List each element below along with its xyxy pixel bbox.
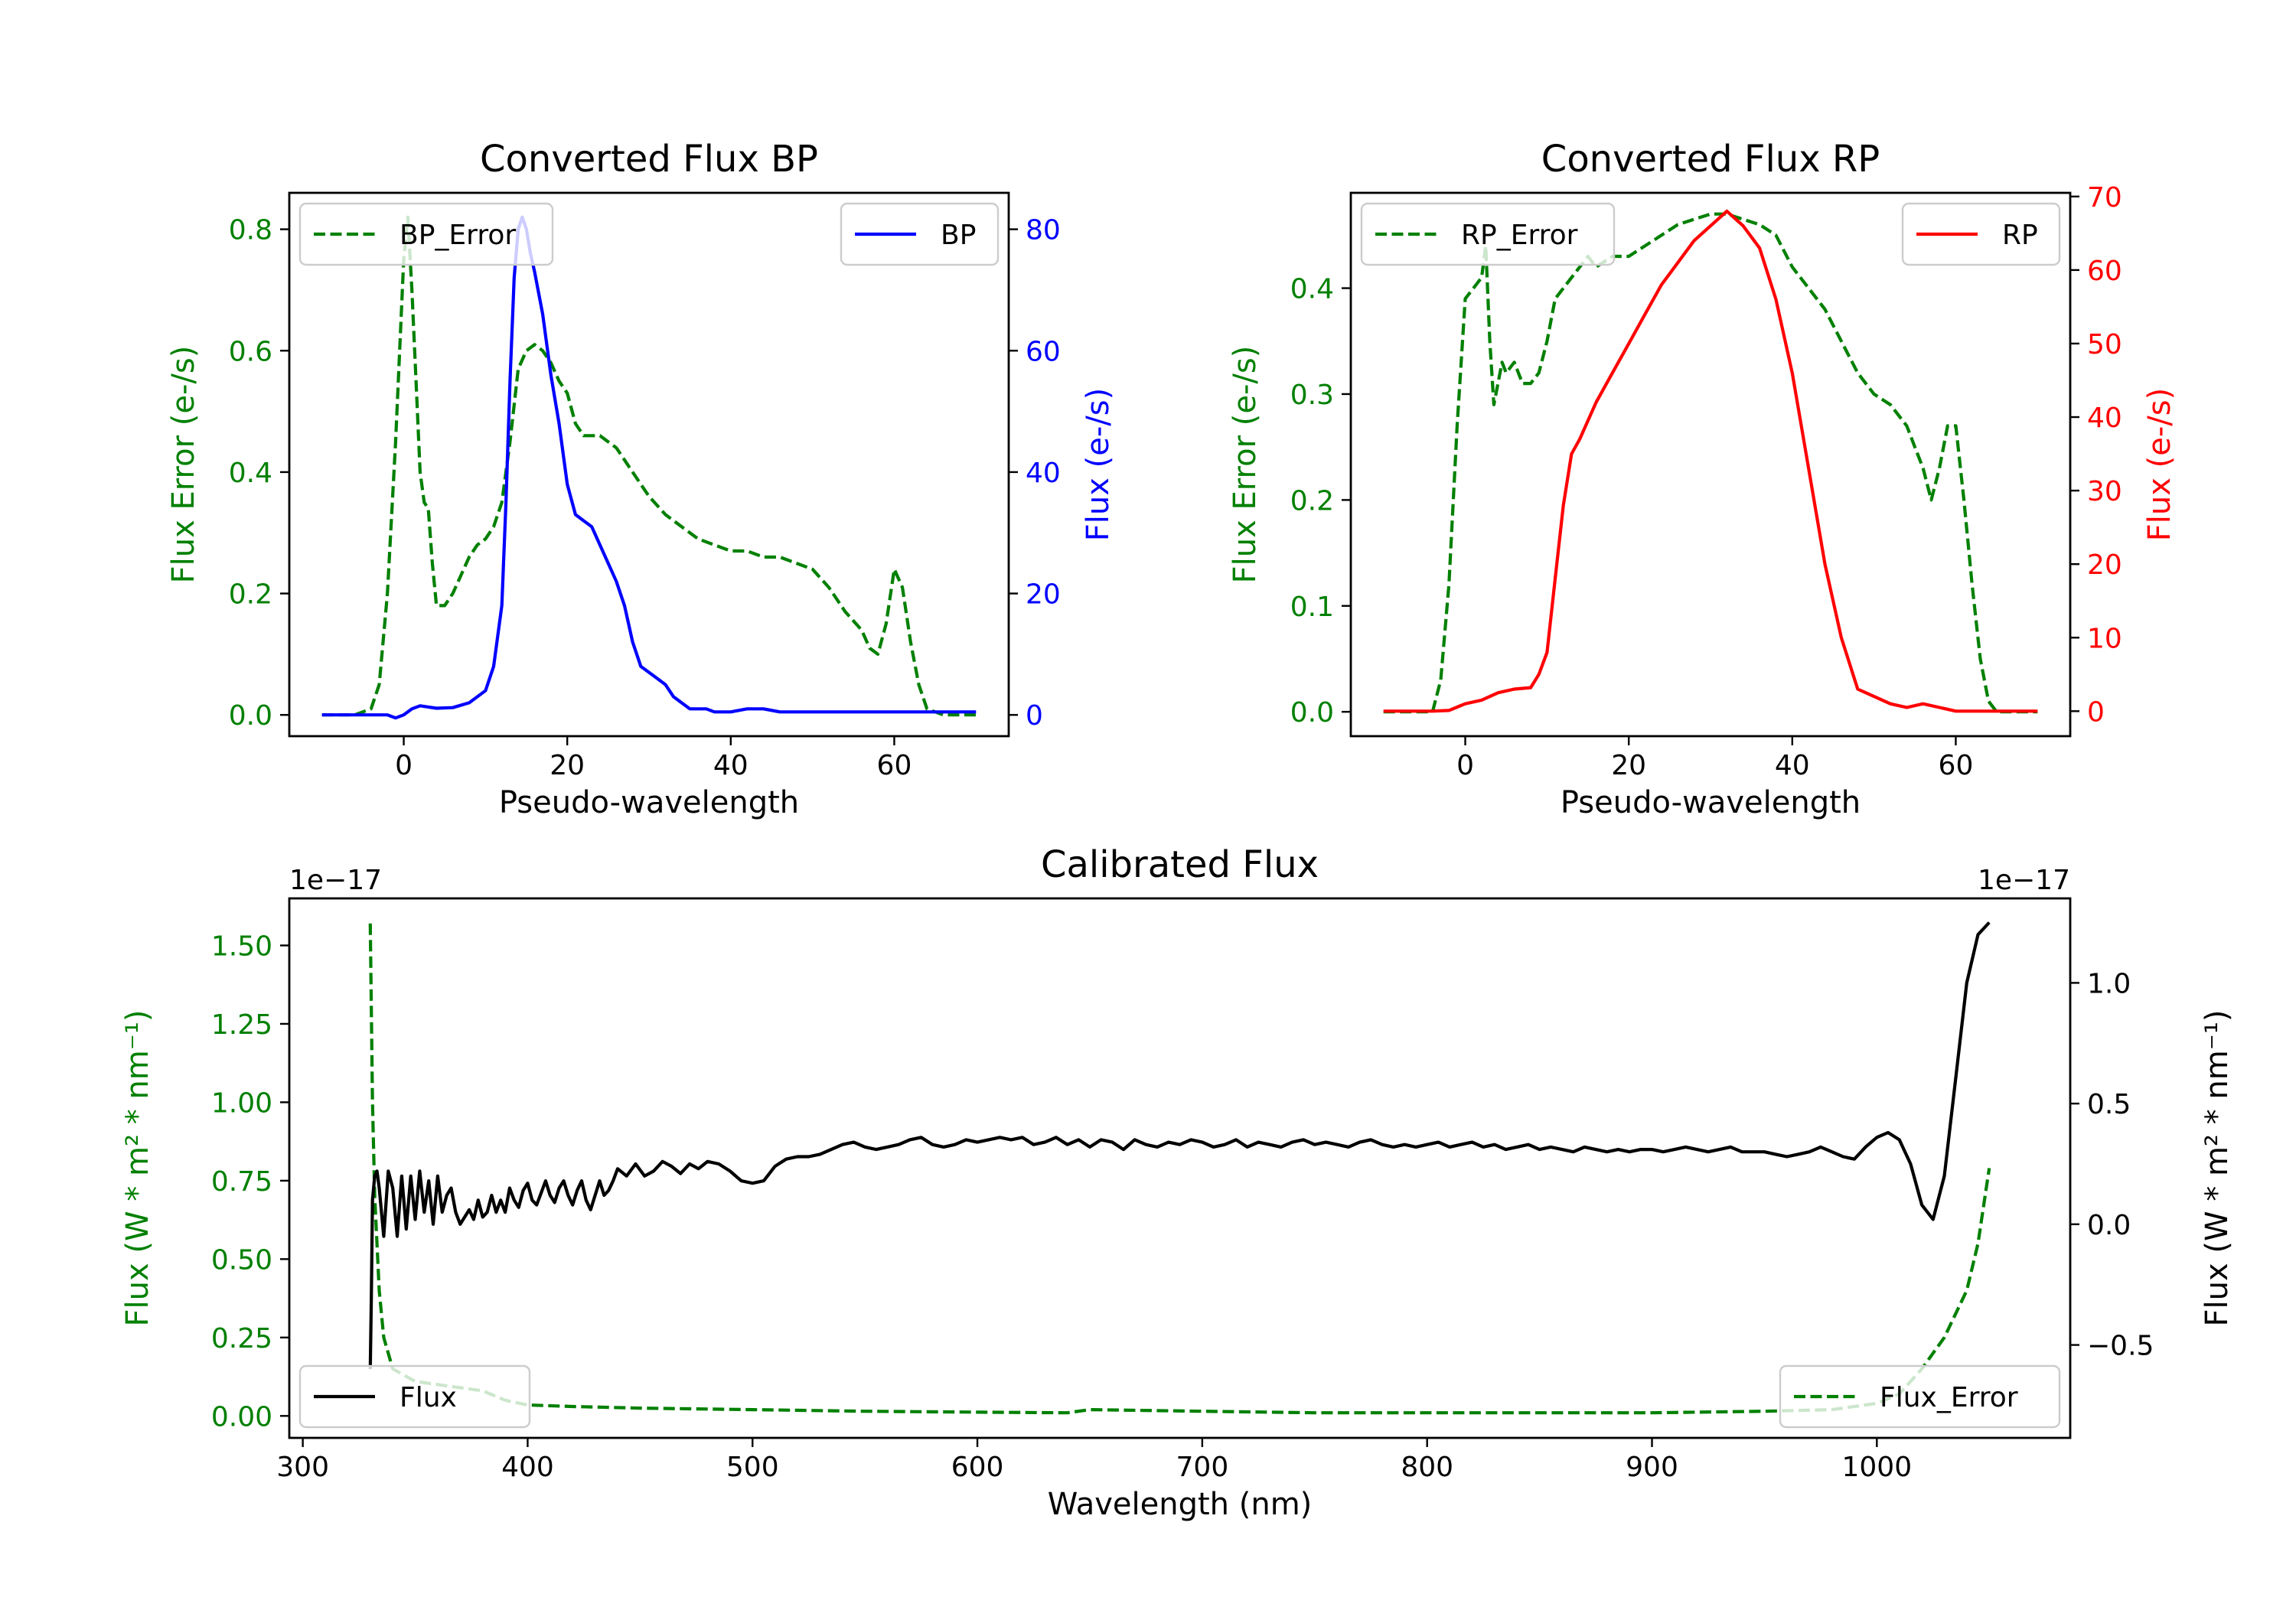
x-axis-label: Pseudo-wavelength [499,785,799,820]
legend-left: Flux [298,1364,531,1429]
legend-box [298,202,554,266]
y-right-tick-label: 20 [1026,579,1061,611]
axes-frame [1349,191,2072,738]
x-tick-label: 0 [1456,750,1474,781]
x-tick-label: 60 [877,750,912,781]
y-left-tick-label: 0.25 [211,1323,272,1354]
series-line-flux-error [368,923,1991,1415]
y-left-tick-label: 0.2 [229,579,272,611]
y-right-tick-label: 0.0 [2087,1210,2131,1241]
legend-label: BP [941,220,976,251]
series-line-bp-error [321,215,977,717]
series-line-bp [321,215,977,720]
legend-right: Flux_Error [1779,1364,2061,1429]
x-axis-label: Pseudo-wavelength [1561,785,1861,820]
y-right-tick-label: 50 [2087,329,2122,360]
x-tick-label: 300 [276,1452,329,1483]
y-right-tick-label: 60 [1026,336,1061,367]
series-line-rp [1383,209,2038,713]
y-left-tick-label: 0.0 [229,700,272,732]
legend-box [298,1364,531,1429]
chart-title: Converted Flux RP [1541,138,1880,181]
y-left-tick-label: 0.8 [229,215,272,246]
y-left-tick-label: 0.50 [211,1244,272,1276]
y-right-tick-label: 20 [2087,549,2122,581]
y-left-tick-label: 1.25 [211,1009,272,1041]
y-right-tick-label: 0 [1026,700,1043,732]
x-tick-label: 1000 [1842,1452,1913,1483]
y-left-tick-label: 0.1 [1290,592,1334,623]
chart-title: Converted Flux BP [480,138,818,181]
legend-box [840,202,1000,266]
legend-label: BP_Error [400,220,516,251]
y-left-axis-label: Flux (W * m² * nm⁻¹) [120,1010,155,1327]
legend-right: BP [840,202,1000,266]
y-left-tick-label: 0.6 [229,336,272,367]
y-left-tick-label: 0.2 [1290,485,1334,517]
legend-label: RP [2002,220,2038,251]
y-left-tick-label: 1.00 [211,1087,272,1119]
x-tick-label: 40 [713,750,748,781]
legend-left: RP_Error [1360,202,1616,266]
chart-cal: 300 400 500 600 700 800 900 1000 0.00 0.25 0.50 0.7… [120,843,2235,1522]
x-tick-label: 40 [1775,750,1810,781]
chart-rp: 0 20 40 60 0.0 0.1 0.2 0.3 0.4 0 10 20 30 40 50 60 70 Con… [1228,138,2177,820]
legend-label: Flux [400,1382,457,1413]
x-tick-label: 900 [1626,1452,1678,1483]
legend-left: BP_Error [298,202,554,266]
x-tick-label: 60 [1939,750,1974,781]
legend-right: RP [1901,202,2061,266]
axes-frame [288,897,2072,1439]
legend-box [1901,202,2061,266]
x-tick-label: 600 [951,1452,1004,1483]
chart-bp: 0 20 40 60 0.0 0.2 0.4 0.6 0.8 0 20 40 60 80 Converted… [166,138,1116,820]
y-right-tick-label: 70 [2087,182,2122,214]
legend-box [1360,202,1616,266]
y-right-tick-label: 80 [1026,215,1061,246]
x-tick-label: 700 [1176,1452,1229,1483]
y-right-offset-text: 1e−17 [1978,865,2070,896]
y-right-tick-label: 30 [2087,476,2122,507]
y-right-axis-label: Flux (e-/s) [1081,388,1116,541]
y-left-axis-label: Flux Error (e-/s) [166,346,201,584]
y-left-tick-label: 0.3 [1290,380,1334,411]
y-right-tick-label: 10 [2087,623,2122,654]
legend-label: Flux_Error [1880,1382,2018,1413]
y-left-tick-label: 1.50 [211,931,272,962]
series-line-rp-error [1383,212,2038,714]
y-right-tick-label: 0.5 [2087,1089,2131,1120]
y-right-tick-label: 40 [1026,458,1061,489]
y-left-tick-label: 0.75 [211,1166,272,1198]
y-left-tick-label: 0.4 [229,458,272,489]
series-line-flux [368,921,1991,1370]
y-right-tick-label: −0.5 [2087,1331,2154,1362]
y-left-tick-label: 0.4 [1290,274,1334,305]
series-group [321,215,977,720]
x-tick-label: 20 [550,750,585,781]
x-axis-label: Wavelength (nm) [1048,1487,1313,1522]
axes-frame [288,191,1010,738]
legend-label: RP_Error [1461,220,1578,251]
y-right-tick-label: 1.0 [2087,968,2131,999]
series-group [368,921,1991,1415]
chart-title: Calibrated Flux [1041,843,1319,886]
y-right-tick-label: 60 [2087,256,2122,287]
x-tick-label: 400 [501,1452,554,1483]
series-group [1383,209,2038,714]
x-tick-label: 20 [1611,750,1646,781]
y-right-tick-label: 0 [2087,696,2105,728]
y-left-offset-text: 1e−17 [289,865,382,896]
y-right-tick-label: 40 [2087,403,2122,434]
legend-box [1779,1364,2061,1429]
y-left-axis-label: Flux Error (e-/s) [1228,346,1263,584]
x-tick-label: 500 [726,1452,779,1483]
y-right-axis-label: Flux (e-/s) [2142,388,2177,541]
x-tick-label: 800 [1401,1452,1453,1483]
y-left-tick-label: 0.00 [211,1401,272,1433]
x-tick-label: 0 [395,750,413,781]
y-right-axis-label: Flux (W * m² * nm⁻¹) [2200,1010,2235,1327]
y-left-tick-label: 0.0 [1290,697,1334,729]
